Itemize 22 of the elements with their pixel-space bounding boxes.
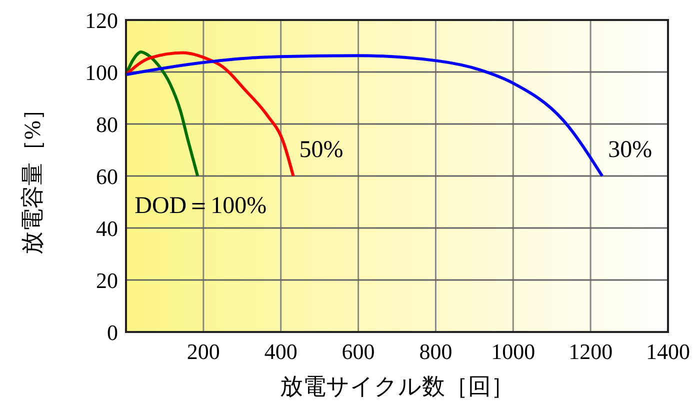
y-tick-label: 80: [96, 112, 118, 137]
x-tick-label: 600: [342, 339, 375, 364]
line-series: [124, 51, 295, 178]
series-label: DOD＝100%: [134, 193, 267, 219]
y-tick-label: 0: [107, 320, 118, 345]
x-tick-label: 800: [419, 339, 452, 364]
x-tick-label: 1200: [568, 339, 613, 364]
x-tick-label: 400: [264, 339, 298, 364]
x-tick-label: 1400: [646, 339, 690, 364]
y-tick-label: 60: [96, 164, 118, 189]
y-tick-label: 100: [85, 60, 118, 85]
y-tick-label: 20: [96, 268, 118, 293]
y-tick-label: 120: [85, 8, 118, 33]
y-tick-label: 40: [96, 216, 118, 241]
line-series: [124, 50, 200, 178]
series-label: 50%: [299, 137, 344, 163]
x-axis-title: 放電サイクル数［回］: [280, 374, 514, 399]
x-tick-label: 200: [186, 339, 220, 364]
y-axis-title: 放電容量［%］: [20, 97, 45, 255]
line-series: [124, 54, 604, 178]
x-tick-label: 1000: [491, 339, 536, 364]
series-label: 30%: [608, 137, 652, 163]
